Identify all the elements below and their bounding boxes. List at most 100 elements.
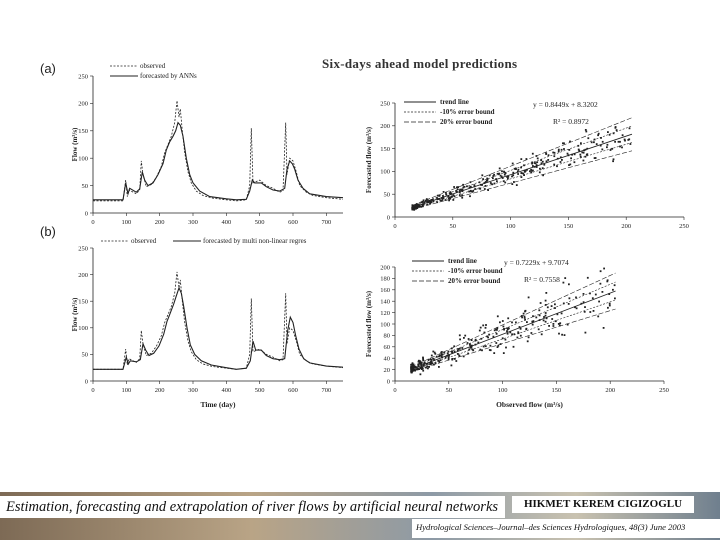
sc-b-data-point <box>428 366 430 368</box>
ts-b-y-tick-label: 150 <box>78 299 88 306</box>
footer-title-band <box>0 496 505 518</box>
sc-a-data-point <box>504 181 507 184</box>
sc-b-data-point <box>507 317 510 320</box>
sc-b-data-point <box>589 292 591 295</box>
sc-b-data-point <box>450 364 453 367</box>
sc-b-y-tick-label: 20 <box>384 367 391 374</box>
sc-b-data-point <box>559 322 562 325</box>
sc-b-data-point <box>497 344 500 347</box>
sc-b-data-point <box>591 297 594 300</box>
sc-b-data-point <box>483 331 486 334</box>
sc-a-data-point <box>560 148 563 151</box>
sc-b-data-point <box>425 363 428 365</box>
sc-a-data-point <box>563 142 565 145</box>
sc-a-data-point <box>520 158 523 160</box>
sc-b-data-point <box>506 332 509 335</box>
sc-a-data-point <box>577 148 580 151</box>
sc-b-data-point <box>558 332 560 335</box>
sc-b-data-point <box>527 336 530 339</box>
author-name: HIKMET KEREM CIGIZOGLU <box>512 496 694 513</box>
sc-a-data-point <box>557 148 560 151</box>
sc-a-r-squared: R² = 0.8972 <box>553 117 589 126</box>
sc-a-data-point <box>562 142 564 145</box>
sc-b-data-point <box>416 368 419 371</box>
sc-b-data-point <box>429 362 432 365</box>
sc-a-data-point <box>501 177 504 179</box>
sc-a-data-point <box>496 172 499 175</box>
sc-b-data-point <box>562 281 565 284</box>
sc-b-x-tick-label: 100 <box>498 387 508 394</box>
sc-a-data-point <box>540 162 543 165</box>
sc-b-data-point <box>440 355 443 358</box>
sc-a-data-point <box>512 171 515 174</box>
sc-a-data-point <box>461 194 463 197</box>
sc-a-data-point <box>442 191 445 193</box>
ts-b-x-axis-title: Time (day) <box>200 400 236 409</box>
sc-b-legend-label-1: -10% error bound <box>448 267 503 275</box>
sc-b-x-tick-label: 50 <box>446 387 453 394</box>
journal-volume: 48(3) June 2003 <box>628 522 686 532</box>
sc-a-data-point <box>517 173 519 175</box>
sc-b-data-point <box>567 303 570 305</box>
sc-a-data-point <box>496 180 498 183</box>
sc-b-data-point <box>485 324 487 326</box>
sc-b-y-tick-label: 80 <box>384 333 391 340</box>
sc-b-data-point <box>467 338 470 340</box>
sc-b-data-point <box>511 333 513 336</box>
ts-a-y-tick-label: 150 <box>78 128 88 135</box>
ts-b-legend-forecast-label: forecasted by multi non-linear regres <box>203 237 307 245</box>
sc-a-data-point <box>542 174 544 177</box>
sc-a-data-point <box>417 203 419 206</box>
sc-b-data-point <box>502 325 505 328</box>
sc-b-data-point <box>540 333 543 336</box>
sc-b-data-point <box>495 332 498 335</box>
sc-b-data-point <box>499 321 501 324</box>
ts-a-series-forecast-line <box>93 121 344 201</box>
sc-a-data-point <box>478 181 481 184</box>
sc-a-data-point <box>545 160 548 163</box>
ts-b-x-tick-label: 0 <box>91 387 94 394</box>
sc-b-data-point <box>440 351 443 354</box>
sc-a-data-point <box>413 208 416 211</box>
sc-b-data-point <box>542 319 545 322</box>
sc-b-data-point <box>422 369 425 372</box>
sc-a-data-point <box>438 194 441 197</box>
sc-a-data-point <box>456 186 458 189</box>
sc-a-data-point <box>504 172 507 175</box>
sc-b-data-point <box>574 306 576 309</box>
panel-a-label: (a) <box>40 61 56 76</box>
sc-a-data-point <box>425 198 428 200</box>
sc-a-data-point <box>529 170 531 173</box>
sc-a-data-point <box>441 199 443 202</box>
sc-a-data-point <box>557 150 560 153</box>
sc-b-data-point <box>451 358 454 361</box>
sc-b-data-point <box>412 363 415 366</box>
sc-a-data-point <box>533 162 536 164</box>
sc-b-data-point <box>493 329 496 332</box>
sc-b-data-point <box>517 331 520 334</box>
sc-a-data-point <box>520 172 523 174</box>
sc-a-data-point <box>538 171 541 174</box>
sc-a-data-point <box>445 191 447 194</box>
sc-b-data-point <box>515 321 517 324</box>
sc-b-data-point <box>550 305 553 307</box>
sc-a-data-point <box>541 167 544 170</box>
sc-a-data-point <box>450 196 453 198</box>
sc-b-legend-label-0: trend line <box>448 257 477 265</box>
sc-b-data-point <box>422 357 424 360</box>
sc-b-data-point <box>438 360 441 363</box>
sc-a-data-point <box>449 197 452 200</box>
sc-a-data-point <box>600 137 602 139</box>
sc-b-data-point <box>505 346 507 349</box>
sc-a-data-point <box>612 158 615 161</box>
sc-a-data-point <box>487 189 489 191</box>
sc-a-data-point <box>507 177 509 180</box>
sc-b-data-point <box>461 347 464 349</box>
sc-b-data-point <box>598 300 600 303</box>
sc-a-data-point <box>484 181 487 183</box>
sc-b-data-point <box>519 334 522 337</box>
sc-b-data-point <box>479 326 482 329</box>
sc-b-data-point <box>410 368 413 371</box>
ts-a-y-tick-label: 50 <box>82 183 89 190</box>
sc-b-data-point <box>613 284 616 287</box>
